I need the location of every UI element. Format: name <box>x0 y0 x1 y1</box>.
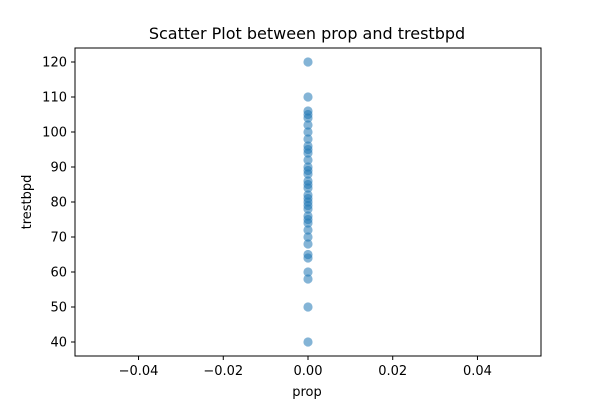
plot-area: −0.04 −0.02 0.00 0.02 0.04 40 50 60 70 80 90 100 110… <box>42 47 542 379</box>
data-point <box>303 239 313 249</box>
x-tick-label: 0.00 <box>294 364 323 379</box>
x-tick-label: −0.02 <box>203 364 243 379</box>
y-tick-label: 100 <box>42 126 67 141</box>
data-point <box>303 92 313 102</box>
data-point <box>303 274 313 284</box>
x-tick-label: 0.02 <box>378 364 407 379</box>
data-point <box>303 57 313 67</box>
data-point <box>303 232 313 242</box>
x-tick-label: 0.04 <box>463 364 492 379</box>
data-point <box>303 141 313 151</box>
data-point <box>303 155 313 165</box>
y-axis-label: trestbpd <box>20 175 35 230</box>
data-point <box>303 302 313 312</box>
chart-title: Scatter Plot between prop and trestbpd <box>149 24 465 43</box>
data-point <box>303 225 313 235</box>
x-tick-label: −0.04 <box>119 364 159 379</box>
data-point <box>303 127 313 137</box>
x-axis-label: prop <box>292 385 322 400</box>
data-point <box>303 267 313 277</box>
y-tick-label: 80 <box>50 196 67 211</box>
data-point <box>303 134 313 144</box>
data-point <box>303 120 313 130</box>
data-point <box>303 190 313 200</box>
y-tick-label: 50 <box>50 301 67 316</box>
y-tick-label: 90 <box>50 161 67 176</box>
y-tick-label: 60 <box>50 266 67 281</box>
y-tick-label: 40 <box>50 336 67 351</box>
data-point <box>303 176 313 186</box>
data-point <box>303 249 313 260</box>
data-point <box>303 211 313 221</box>
data-point <box>303 337 313 347</box>
y-tick-label: 70 <box>50 231 67 246</box>
y-tick-label: 110 <box>42 91 67 106</box>
data-point <box>303 106 313 116</box>
y-tick-label: 120 <box>42 56 67 71</box>
data-point <box>303 162 313 172</box>
